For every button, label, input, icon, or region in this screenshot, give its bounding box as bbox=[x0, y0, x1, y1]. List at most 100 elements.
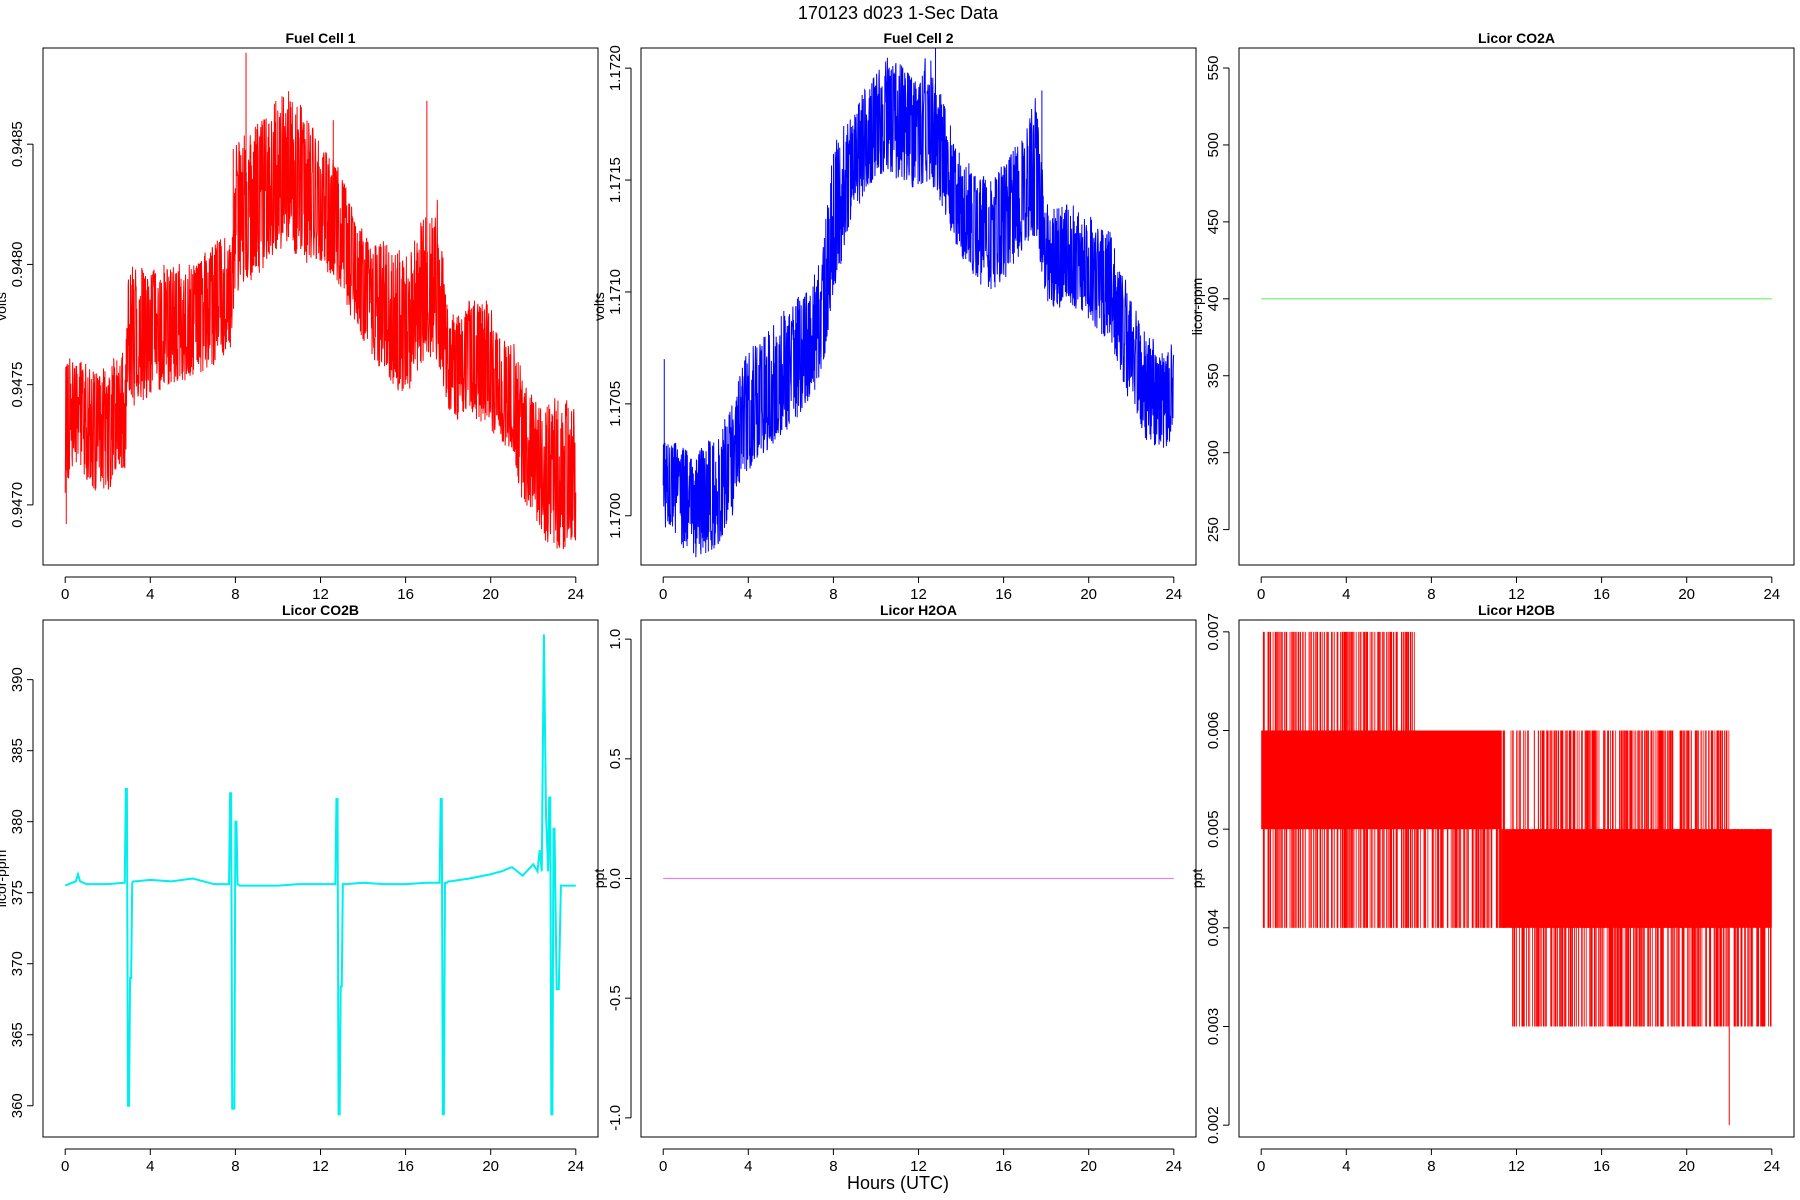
x-tick-label: 12 bbox=[1508, 586, 1525, 603]
x-tick-label: 0 bbox=[1257, 586, 1265, 603]
x-tick-label: 4 bbox=[1342, 1158, 1350, 1175]
y-tick-label: 365 bbox=[9, 1022, 26, 1047]
x-tick-label: 16 bbox=[1593, 586, 1610, 603]
y-tick-label: 350 bbox=[1205, 363, 1222, 388]
plot-area bbox=[64, 634, 576, 1116]
y-axis-label: volts bbox=[591, 292, 607, 321]
y-tick-label: 1.1720 bbox=[607, 45, 624, 91]
y-tick-label: 0.9480 bbox=[9, 241, 26, 287]
x-tick-label: 20 bbox=[1080, 586, 1097, 603]
plot-area bbox=[64, 52, 577, 550]
y-tick-label: 0.0 bbox=[607, 868, 624, 889]
x-tick-label: 12 bbox=[312, 1158, 329, 1175]
y-tick-label: 390 bbox=[9, 667, 26, 692]
x-tick-label: 0 bbox=[61, 586, 69, 603]
x-tick-label: 20 bbox=[1080, 1158, 1097, 1175]
y-tick-label: 0.003 bbox=[1205, 1008, 1222, 1046]
panel-1: Fuel Cell 2 0 4 8 12 16 20 24 1.1700 1.1705 1.1710… bbox=[591, 30, 1197, 603]
panel-title: Licor CO2A bbox=[1478, 30, 1555, 46]
x-tick-label: 24 bbox=[1763, 586, 1780, 603]
y-tick-label: 1.0 bbox=[607, 629, 624, 650]
y-tick-label: 0.9485 bbox=[9, 121, 26, 167]
y-tick-label: 0.9475 bbox=[9, 362, 26, 408]
x-tick-label: 12 bbox=[910, 1158, 927, 1175]
y-axis-label: licor-ppm bbox=[0, 850, 9, 908]
y-tick-label: 300 bbox=[1205, 440, 1222, 465]
y-tick-label: 450 bbox=[1205, 209, 1222, 234]
series-line bbox=[662, 57, 1175, 558]
x-tick-label: 0 bbox=[659, 586, 667, 603]
plot-area bbox=[1261, 631, 1772, 1126]
y-tick-label: 1.1700 bbox=[607, 493, 624, 539]
x-tick-label: 24 bbox=[1763, 1158, 1780, 1175]
plot-frame bbox=[42, 47, 599, 566]
panel-4: Licor H2OA 0 4 8 12 16 20 24 -1.0 -0.5 0.0 0.5 1.0 pp… bbox=[591, 602, 1197, 1175]
x-tick-label: 8 bbox=[829, 586, 837, 603]
x-tick-label: 8 bbox=[1427, 1158, 1435, 1175]
y-tick-label: 360 bbox=[9, 1093, 26, 1118]
y-tick-label: 375 bbox=[9, 880, 26, 905]
figure-title: 170123 d023 1-Sec Data bbox=[798, 3, 999, 23]
y-tick-label: 0.005 bbox=[1205, 810, 1222, 848]
spike-region-1 bbox=[1414, 730, 1502, 928]
x-tick-label: 16 bbox=[995, 1158, 1012, 1175]
x-tick-label: 16 bbox=[995, 586, 1012, 603]
plot-area bbox=[662, 48, 1175, 558]
y-tick-label: 385 bbox=[9, 738, 26, 763]
y-axis-label: volts bbox=[0, 292, 9, 321]
panel-title: Licor CO2B bbox=[282, 602, 359, 618]
x-tick-label: 12 bbox=[1508, 1158, 1525, 1175]
panel-0: Fuel Cell 1 0 4 8 12 16 20 24 0.9470 0.9475 0.9480… bbox=[0, 30, 599, 603]
y-tick-label: 1.1705 bbox=[607, 381, 624, 427]
x-tick-label: 20 bbox=[1678, 1158, 1695, 1175]
x-tick-label: 24 bbox=[1165, 586, 1182, 603]
y-tick-label: -1.0 bbox=[607, 1105, 624, 1131]
y-tick-label: 0.006 bbox=[1205, 712, 1222, 750]
x-tick-label: 0 bbox=[659, 1158, 667, 1175]
spike-region-2 bbox=[1502, 730, 1730, 928]
y-tick-label: 400 bbox=[1205, 286, 1222, 311]
plot-frame bbox=[640, 619, 1197, 1138]
series-line bbox=[64, 634, 576, 1116]
y-tick-label: 380 bbox=[9, 809, 26, 834]
x-tick-label: 4 bbox=[744, 586, 752, 603]
plot-frame bbox=[42, 619, 599, 1138]
x-tick-label: 12 bbox=[910, 586, 927, 603]
x-tick-label: 8 bbox=[231, 1158, 239, 1175]
x-tick-label: 4 bbox=[744, 1158, 752, 1175]
panel-title: Fuel Cell 2 bbox=[883, 30, 953, 46]
y-axis-label: ppt bbox=[1189, 869, 1205, 889]
y-tick-label: 1.1710 bbox=[607, 269, 624, 315]
x-tick-label: 12 bbox=[312, 586, 329, 603]
panel-2: Licor CO2A 0 4 8 12 16 20 24 250 300 350 400 450 500 5… bbox=[1189, 30, 1795, 603]
panel-5: Licor H2OB 0 4 8 12 16 20 24 0.002 0.003 0.004 0.00… bbox=[1189, 602, 1795, 1175]
y-tick-label: 0.5 bbox=[607, 748, 624, 769]
panel-title: Fuel Cell 1 bbox=[285, 30, 355, 46]
plot-frame bbox=[1238, 619, 1795, 1138]
y-tick-label: 0.002 bbox=[1205, 1106, 1222, 1144]
y-axis-label: ppt bbox=[591, 869, 607, 889]
x-tick-label: 16 bbox=[397, 586, 414, 603]
x-tick-label: 8 bbox=[829, 1158, 837, 1175]
panel-title: Licor H2OB bbox=[1478, 602, 1555, 618]
y-tick-label: 0.007 bbox=[1205, 613, 1222, 651]
x-tick-label: 0 bbox=[61, 1158, 69, 1175]
y-tick-label: 1.1715 bbox=[607, 157, 624, 203]
x-tick-label: 24 bbox=[567, 1158, 584, 1175]
x-tick-label: 8 bbox=[1427, 586, 1435, 603]
x-tick-label: 16 bbox=[397, 1158, 414, 1175]
y-tick-label: 0.9470 bbox=[9, 482, 26, 528]
spike-region-0 bbox=[1262, 631, 1415, 928]
x-tick-label: 4 bbox=[146, 1158, 154, 1175]
y-tick-label: -0.5 bbox=[607, 985, 624, 1011]
plot-frame bbox=[1238, 47, 1795, 566]
x-tick-label: 24 bbox=[1165, 1158, 1182, 1175]
y-axis-label: licor-ppm bbox=[1189, 278, 1205, 336]
figure-x-axis-label: Hours (UTC) bbox=[847, 1173, 949, 1193]
y-tick-label: 550 bbox=[1205, 55, 1222, 80]
y-tick-label: 500 bbox=[1205, 132, 1222, 157]
x-tick-label: 0 bbox=[1257, 1158, 1265, 1175]
y-tick-label: 370 bbox=[9, 951, 26, 976]
x-tick-label: 8 bbox=[231, 586, 239, 603]
x-tick-label: 16 bbox=[1593, 1158, 1610, 1175]
